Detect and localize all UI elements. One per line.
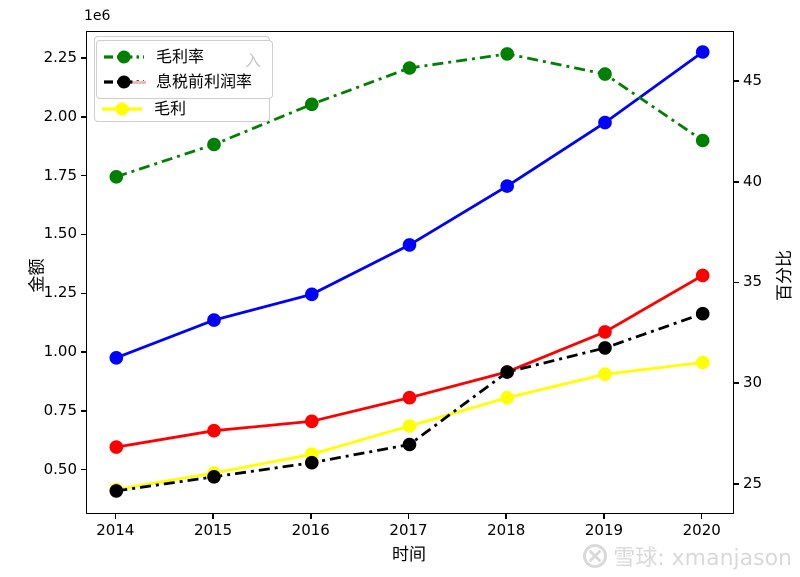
- ebit-margin-marker[interactable]: [109, 484, 124, 498]
- legend-sample-black-dashdot-icon: [103, 74, 146, 90]
- ebit-margin-marker[interactable]: [695, 306, 710, 321]
- ebit-margin-marker[interactable]: [598, 341, 612, 355]
- axis-offset-text: 1e6: [84, 8, 111, 24]
- left-tick-label: 1.00: [43, 342, 77, 361]
- left-tick-label: 0.75: [43, 400, 77, 419]
- ebit-margin-marker[interactable]: [500, 365, 514, 379]
- left-tick-label: 1.50: [43, 224, 77, 243]
- legend-ghost-text: 入: [245, 51, 262, 70]
- red-line-marker[interactable]: [207, 423, 221, 438]
- red-line-marker[interactable]: [598, 325, 612, 339]
- gross-profit-marker[interactable]: [695, 355, 710, 370]
- blue-line-marker[interactable]: [500, 179, 514, 193]
- x-tick-label: 2018: [487, 521, 526, 539]
- x-tick-mark: [700, 513, 703, 519]
- left-tick-label: 1.25: [43, 283, 77, 302]
- x-tick-label: 2017: [389, 521, 428, 539]
- left-tick-label: 1.75: [43, 165, 77, 184]
- xueqiu-logo-icon: [583, 544, 608, 568]
- blue-line-marker[interactable]: [695, 45, 710, 59]
- legend-sample-line: [104, 50, 144, 64]
- red-line-marker[interactable]: [402, 390, 417, 405]
- plot-canvas: [109, 45, 710, 498]
- x-tick-mark: [603, 513, 605, 519]
- red-line-marker[interactable]: [109, 440, 124, 454]
- blue-line-marker[interactable]: [598, 115, 612, 130]
- right-tick-mark: [733, 181, 739, 183]
- red-line-marker[interactable]: [305, 414, 319, 429]
- blue-line-marker[interactable]: [207, 313, 221, 327]
- left-tick-mark: [81, 174, 86, 177]
- x-tick-label: 2015: [193, 521, 233, 539]
- legend-entry-gross-profit[interactable]: 毛利: [101, 97, 186, 121]
- x-tick-mark: [310, 513, 312, 519]
- right-tick-label: 25: [743, 473, 763, 492]
- x-tick-label: 2014: [96, 521, 135, 539]
- blue-line-marker[interactable]: [305, 287, 319, 302]
- left-tick-label: 2.00: [43, 106, 77, 125]
- right-tick-mark: [733, 382, 739, 384]
- left-tick-label: 2.25: [43, 48, 77, 67]
- x-tick-mark: [407, 513, 410, 519]
- gross-profit-marker[interactable]: [402, 419, 417, 433]
- legend-ghost-red-dash: [133, 81, 146, 84]
- legend-box: 入 毛利率 息税前利润率: [96, 40, 273, 99]
- legend-entry-ebit-margin[interactable]: 息税前利润率: [103, 70, 252, 94]
- left-tick-mark: [81, 233, 86, 236]
- red-line-marker[interactable]: [695, 268, 710, 283]
- right-axis-label: 百分比: [775, 250, 795, 301]
- x-tick-label: 2020: [682, 521, 721, 539]
- left-tick-mark: [81, 292, 86, 294]
- right-tick-label: 30: [743, 373, 763, 392]
- watermark: 雪球: xmanjason: [582, 540, 792, 572]
- gross-margin-marker[interactable]: [598, 67, 612, 81]
- left-tick-label: 0.50: [43, 459, 77, 478]
- right-tick-mark: [733, 281, 739, 284]
- blue-line-marker[interactable]: [109, 351, 124, 365]
- x-tick-mark: [505, 513, 507, 519]
- legend-label: 毛利: [154, 99, 187, 118]
- plot-area: 毛利 入 毛利率 息税前利润率: [86, 31, 734, 514]
- left-tick-mark: [81, 410, 86, 412]
- right-tick-label: 35: [743, 272, 763, 291]
- left-tick-mark: [81, 57, 86, 59]
- gross-margin-marker[interactable]: [207, 137, 221, 152]
- gross-profit-marker[interactable]: [500, 390, 514, 405]
- right-tick-mark: [733, 80, 739, 82]
- watermark-text: 雪球: xmanjason: [613, 546, 792, 571]
- left-tick-mark: [81, 351, 86, 353]
- legend-sample-green-dashdot-icon: [103, 49, 145, 65]
- ebit-margin-marker[interactable]: [207, 470, 221, 484]
- gross-margin-marker[interactable]: [695, 133, 710, 148]
- gross-margin-marker[interactable]: [402, 61, 417, 75]
- x-tick-mark: [114, 513, 117, 519]
- x-tick-label: 2016: [291, 521, 330, 539]
- x-tick-label: 2019: [584, 521, 624, 539]
- right-tick-mark: [733, 483, 739, 485]
- ebit-margin-marker[interactable]: [305, 455, 319, 470]
- left-tick-mark: [81, 468, 86, 471]
- gross-margin-marker[interactable]: [109, 170, 124, 184]
- legend-label: 毛利率: [156, 47, 205, 66]
- gross-profit-marker[interactable]: [598, 367, 612, 382]
- gross-margin-marker[interactable]: [500, 47, 514, 61]
- legend-sample-line: [102, 102, 142, 116]
- ebit-margin-marker[interactable]: [402, 437, 417, 452]
- gross-margin-marker[interactable]: [305, 97, 319, 112]
- right-tick-label: 40: [743, 171, 763, 190]
- blue-line-marker[interactable]: [402, 238, 417, 252]
- x-axis-label: 时间: [392, 545, 426, 565]
- legend-sample-yellow-line-icon: [101, 101, 143, 117]
- left-tick-mark: [81, 116, 86, 118]
- right-tick-label: 45: [743, 71, 763, 90]
- x-tick-mark: [212, 513, 214, 519]
- legend-entry-gross-margin[interactable]: 毛利率: [103, 45, 204, 69]
- legend-label: 息税前利润率: [156, 72, 253, 91]
